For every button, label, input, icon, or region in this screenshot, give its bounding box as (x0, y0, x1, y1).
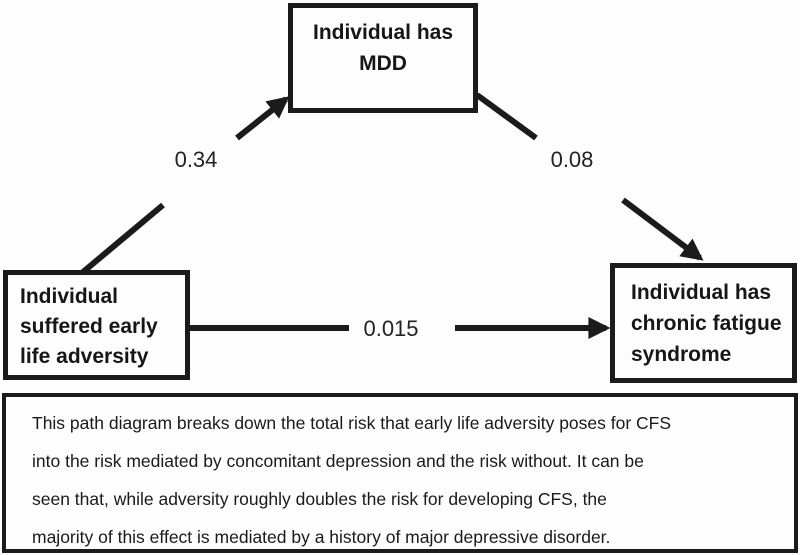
node-early-life-adversity: Individual suffered early life adversity (3, 270, 190, 380)
caption-line: into the risk mediated by concomitant de… (32, 451, 644, 471)
edge-adversity-to-mdd-tail (81, 202, 165, 275)
coefficient-adversity-to-cfs: 0.015 (361, 316, 421, 342)
node-chronic-fatigue-syndrome: Individual has chronic fatigue syndrome (610, 263, 797, 383)
coefficient-adversity-to-mdd: 0.34 (172, 147, 220, 173)
caption-line: majority of this effect is mediated by a… (32, 527, 611, 547)
caption-box: This path diagram breaks down the total … (2, 393, 798, 553)
edge-mdd-to-cfs-tail (475, 92, 538, 141)
edge-mdd-to-cfs-head-arrow-icon (621, 197, 704, 261)
edge-adversity-to-mdd-head-arrow-icon (235, 96, 290, 141)
coefficient-mdd-to-cfs: 0.08 (548, 147, 596, 173)
caption-line: This path diagram breaks down the total … (32, 413, 672, 433)
caption-line: seen that, while adversity roughly doubl… (32, 489, 607, 509)
node-mdd: Individual has MDD (288, 3, 478, 113)
